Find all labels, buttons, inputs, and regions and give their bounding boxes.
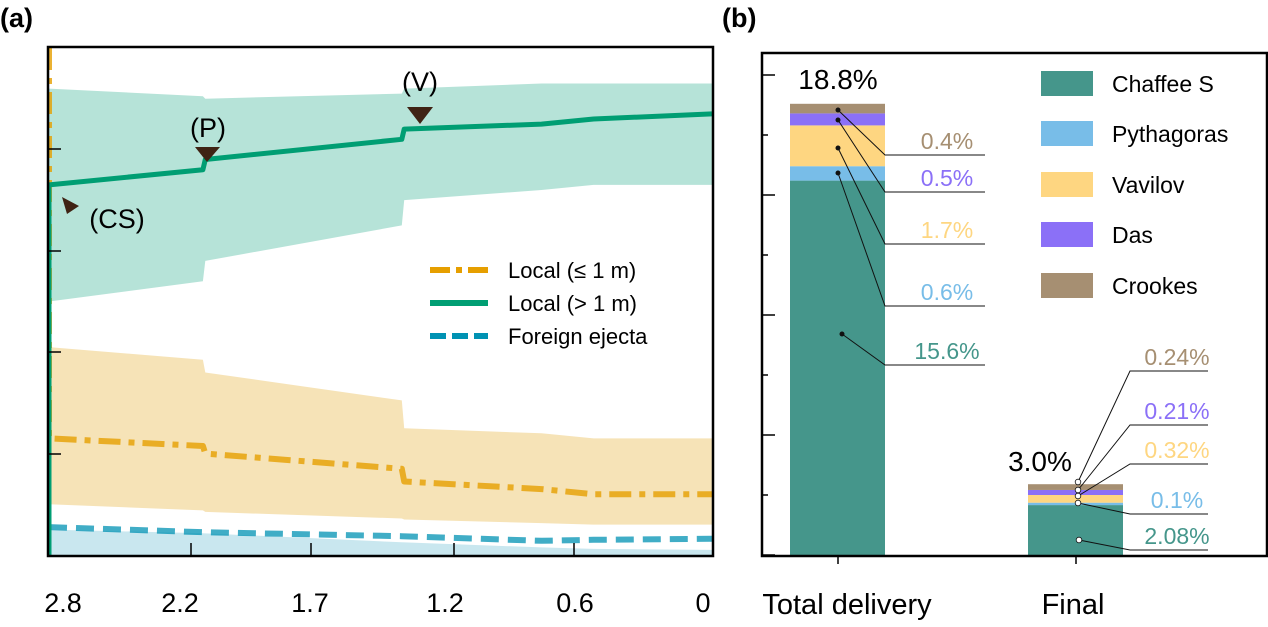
leader-dot-vavilov — [1074, 492, 1082, 500]
segment-label-das: 0.5% — [921, 165, 973, 191]
annotation-p: (P) — [190, 113, 226, 143]
leader-dot-das — [835, 117, 841, 123]
leader-line-chaffee-s — [1078, 539, 1208, 551]
uncertainty-bands — [49, 83, 712, 555]
annotation-arrow-p — [195, 147, 220, 162]
panel-b-chart: 18.8% 3.0% 15.6% 0.6% 1.7% 0.5% 0.4% 2.08% 0.1%… — [760, 51, 1268, 621]
annotation-cs: (CS) — [89, 204, 145, 234]
segment-label-vavilov: 1.7% — [921, 217, 973, 243]
leader-dot-pythagoras — [1074, 499, 1082, 507]
panel-a-frame — [46, 45, 715, 558]
annotation-arrow-v — [407, 107, 433, 124]
series-lines — [49, 48, 712, 555]
segment-label-chaffee-s: 15.6% — [914, 338, 979, 364]
leader-dot-chaffee-s — [839, 331, 845, 337]
segment-leader-lines: 15.6% 0.6% 1.7% 0.5% 0.4% 2.08% 0.1% 0.32% 0.21%… — [835, 107, 1210, 551]
category-labels: Total delivery Final — [762, 589, 1104, 621]
legend-label-local-1-m: Local (≤ 1 m) — [508, 258, 636, 283]
bar-segment-das — [1028, 489, 1123, 495]
annotation-arrow-cs — [62, 197, 79, 214]
line-local-1-m — [49, 48, 712, 498]
crater-annotations: (CS) (P) (V) — [62, 67, 438, 234]
leader-line-pythagoras — [1077, 502, 1208, 515]
segment-label-das: 0.21% — [1144, 398, 1209, 424]
leader-dot-pythagoras — [835, 170, 841, 176]
leader-dot-crookes — [1074, 478, 1082, 486]
legend-label-pythagoras: Pythagoras — [1112, 121, 1228, 147]
category-label-final: Final — [1042, 589, 1105, 621]
leader-line-das — [1077, 424, 1208, 491]
axis-ticks — [49, 148, 575, 555]
segment-label-crookes: 0.4% — [921, 128, 973, 154]
leader-line-vavilov — [1077, 463, 1208, 497]
leader-line-chaffee-s — [841, 333, 985, 366]
segment-label-crookes: 0.24% — [1144, 344, 1209, 370]
segment-label-pythagoras: 0.1% — [1151, 487, 1203, 513]
panel-a-label: (a) — [0, 3, 33, 33]
x-tick-labels: 2.8 2.2 1.7 1.2 0.6 0 — [44, 588, 710, 618]
segment-label-pythagoras: 0.6% — [921, 279, 973, 305]
band-local-1-m — [49, 83, 712, 302]
leader-line-vavilov — [837, 147, 985, 245]
band-foreign-ejecta — [49, 529, 712, 555]
category-label-total-delivery: Total delivery — [762, 589, 932, 621]
leader-line-crookes — [837, 109, 985, 156]
band-local-1-m — [49, 347, 712, 525]
leader-line-crookes — [1077, 370, 1208, 483]
legend-swatch-chaffee-s — [1041, 71, 1093, 96]
annotation-v: (V) — [402, 67, 438, 97]
total-label: 3.0% — [1008, 446, 1072, 477]
x-tick-label: 2.8 — [44, 588, 82, 618]
bar-segment-chaffee-s — [790, 180, 885, 555]
bar-segment-vavilov — [1028, 495, 1123, 503]
x-tick-label: 1.2 — [426, 588, 464, 618]
legend-a: Local (≤ 1 m) Local (> 1 m) Foreign ejecta — [430, 258, 648, 349]
panel-a-chart: 2.8 2.2 1.7 1.2 0.6 0 (CS) (P) (V) Local (≤ 1 m… — [44, 45, 715, 618]
legend-label-foreign-ejecta: Foreign ejecta — [508, 324, 648, 349]
panel-b-label: (b) — [722, 3, 756, 33]
legend-swatch-crookes — [1041, 273, 1093, 298]
leader-line-das — [837, 119, 985, 193]
leader-dot-vavilov — [835, 145, 841, 151]
legend-b: Chaffee S Pythagoras Vavilov Das Crookes — [1041, 71, 1228, 299]
segment-label-chaffee-s: 2.08% — [1144, 523, 1209, 549]
leader-dot-crookes — [835, 107, 841, 113]
line-local-1-m — [49, 111, 712, 555]
legend-label-crookes: Crookes — [1112, 273, 1198, 299]
x-tick-label: 1.7 — [291, 588, 329, 618]
legend-label-chaffee-s: Chaffee S — [1112, 71, 1214, 97]
segment-label-vavilov: 0.32% — [1144, 437, 1209, 463]
x-tick-label: 0 — [695, 588, 710, 618]
legend-swatch-vavilov — [1041, 172, 1093, 197]
leader-dot-das — [1074, 486, 1082, 494]
x-tick-label: 0.6 — [556, 588, 594, 618]
legend-swatch-das — [1041, 222, 1093, 247]
legend-label-local-1-m: Local (> 1 m) — [508, 291, 637, 316]
legend-swatch-pythagoras — [1041, 121, 1093, 146]
leader-dot-chaffee-s — [1075, 536, 1083, 544]
x-tick-label: 2.2 — [161, 588, 199, 618]
leader-line-pythagoras — [837, 172, 985, 307]
panel-b-frame — [760, 51, 1268, 558]
line-foreign-ejecta — [49, 524, 712, 544]
legend-label-vavilov: Vavilov — [1112, 172, 1185, 198]
legend-label-das: Das — [1112, 222, 1153, 248]
bar-segment-crookes — [1028, 484, 1123, 490]
bar-segment-chaffee-s — [1028, 505, 1123, 555]
total-label: 18.8% — [798, 64, 877, 95]
